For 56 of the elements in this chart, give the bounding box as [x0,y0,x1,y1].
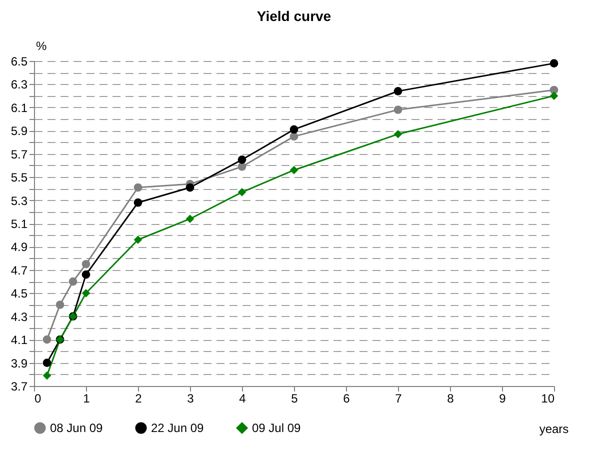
point [238,162,246,171]
point [290,125,298,134]
legend-label: 22 Jun 09 [151,421,204,435]
x-tick-label: 3 [187,392,194,406]
point [82,288,90,298]
point [394,106,402,114]
y-tick-label: 6.1 [10,100,28,115]
y-tick-label: 4.7 [10,263,28,278]
x-tick-label: 5 [291,392,298,406]
point [42,335,52,344]
y-tick-label: 4.9 [10,240,28,254]
point [186,214,194,224]
point [238,155,246,164]
x-tick-label: 0 [34,392,42,406]
y-tick-label: 5.9 [10,124,28,138]
point [550,92,558,100]
point [42,358,52,367]
point [290,166,298,174]
point [394,87,402,96]
y-tick-label: 4.5 [10,286,28,301]
point [82,270,90,279]
legend-label: 09 Jul 09 [252,421,302,435]
y-axis-title: % [36,39,47,53]
point [134,236,142,244]
x-tick-label: 6 [343,392,350,406]
chart-title: Yield curve [256,8,332,24]
x-tick-label: 1 [83,392,90,406]
point [238,188,246,196]
y-tick-label: 5.3 [10,194,28,208]
point [134,183,142,192]
y-tick-label: 4.1 [10,333,28,348]
legend-label: 08 Jun 09 [50,421,104,435]
point [394,130,402,138]
x-tick-label: 7 [395,392,402,406]
y-tick-label: 5.1 [10,217,28,231]
point [42,371,52,380]
x-tick-label: 10 [541,392,555,406]
point [186,183,194,192]
point [56,300,64,309]
point [134,198,142,207]
x-tick-label: 4 [239,392,246,406]
y-tick-label: 3.9 [10,356,28,370]
point [68,277,78,286]
x-axis-title: years [539,422,569,436]
y-tick-label: 5.5 [10,170,28,185]
y-tick-label: 6.3 [10,78,28,92]
y-tick-label: 6.5 [10,54,28,68]
x-tick-label: 9 [499,392,506,406]
y-tick-label: 5.7 [10,147,28,162]
y-tick-label: 4.3 [10,310,28,324]
point [550,59,558,68]
x-tick-label: 2 [135,392,142,406]
y-tick-label: 3.7 [10,380,28,394]
point [290,132,298,141]
point [82,260,90,268]
x-tick-label: 8 [447,392,454,406]
